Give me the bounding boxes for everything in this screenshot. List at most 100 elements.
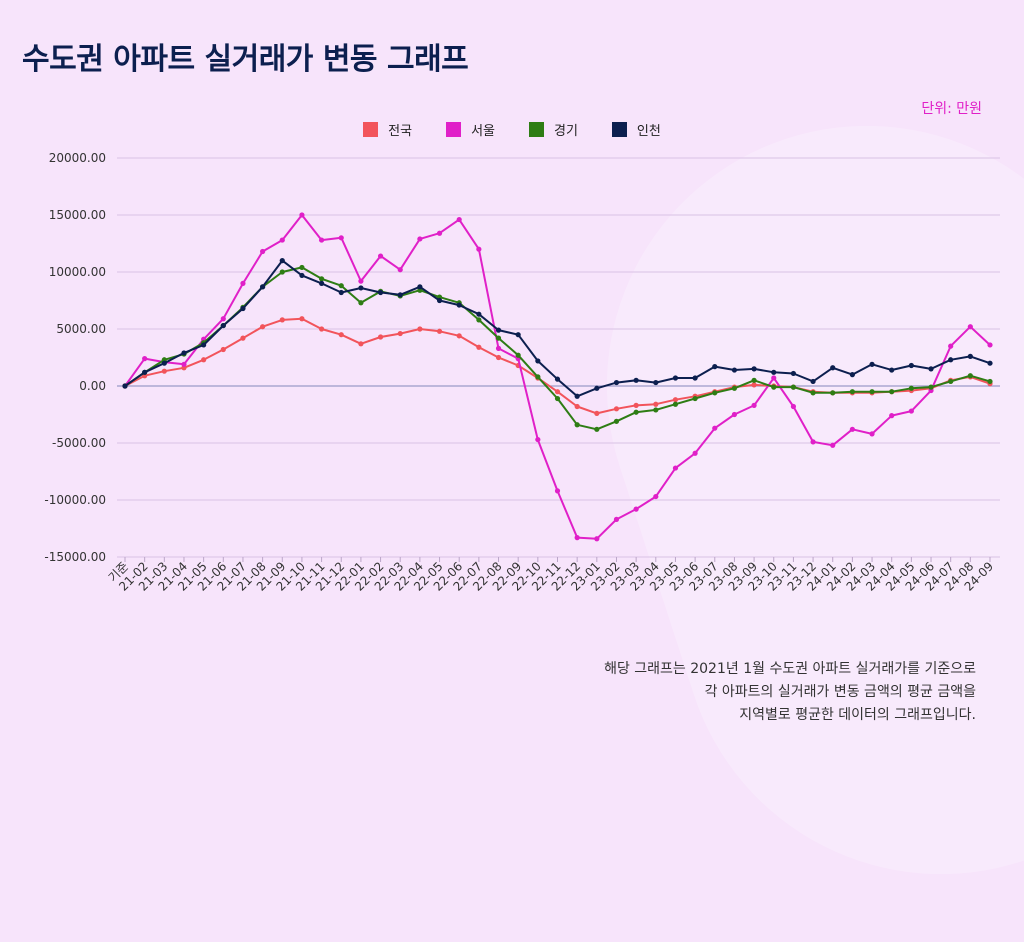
data-point[interactable] — [397, 292, 403, 298]
data-point[interactable] — [613, 516, 620, 522]
data-point[interactable] — [377, 289, 384, 296]
data-point[interactable] — [220, 346, 226, 353]
data-point[interactable] — [122, 383, 128, 389]
legend-item-national[interactable]: 전국 — [363, 120, 412, 139]
data-point[interactable] — [987, 360, 993, 366]
data-point[interactable] — [987, 342, 993, 348]
data-point[interactable] — [672, 401, 679, 407]
data-point[interactable] — [948, 357, 954, 363]
data-point[interactable] — [672, 375, 679, 381]
data-point[interactable] — [613, 418, 620, 424]
data-point[interactable] — [260, 324, 266, 330]
data-point[interactable] — [181, 361, 187, 367]
data-point[interactable] — [594, 426, 600, 432]
data-point[interactable] — [633, 377, 639, 383]
data-point[interactable] — [515, 332, 521, 338]
data-point[interactable] — [495, 327, 502, 333]
data-point[interactable] — [613, 379, 620, 386]
data-point[interactable] — [810, 439, 816, 445]
data-point[interactable] — [161, 368, 167, 374]
data-point[interactable] — [495, 354, 502, 361]
data-point[interactable] — [279, 237, 285, 243]
data-point[interactable] — [830, 442, 836, 448]
legend-item-incheon[interactable]: 인천 — [611, 120, 661, 139]
data-point[interactable] — [358, 341, 364, 347]
data-point[interactable] — [712, 364, 718, 370]
data-point[interactable] — [633, 402, 639, 408]
data-point[interactable] — [554, 376, 561, 382]
data-point[interactable] — [790, 370, 797, 377]
legend-item-seoul[interactable]: 서울 — [446, 120, 495, 139]
data-point[interactable] — [417, 284, 423, 290]
data-point[interactable] — [712, 425, 718, 431]
data-point[interactable] — [751, 366, 757, 372]
data-point[interactable] — [240, 335, 246, 341]
data-point[interactable] — [574, 403, 580, 410]
data-point[interactable] — [201, 357, 207, 363]
data-point[interactable] — [279, 317, 285, 323]
data-point[interactable] — [495, 345, 502, 351]
data-point[interactable] — [672, 465, 679, 471]
data-point[interactable] — [436, 230, 443, 236]
data-point[interactable] — [889, 367, 895, 373]
data-point[interactable] — [751, 402, 757, 408]
data-point[interactable] — [318, 280, 325, 286]
data-point[interactable] — [849, 372, 855, 378]
data-point[interactable] — [967, 353, 973, 359]
data-point[interactable] — [830, 365, 836, 371]
data-point[interactable] — [318, 326, 325, 332]
data-point[interactable] — [338, 235, 344, 241]
data-point[interactable] — [653, 493, 659, 500]
data-point[interactable] — [869, 431, 875, 437]
data-point[interactable] — [928, 384, 934, 390]
data-point[interactable] — [889, 413, 895, 419]
data-point[interactable] — [692, 450, 698, 456]
data-point[interactable] — [948, 378, 954, 385]
data-point[interactable] — [771, 369, 777, 375]
data-point[interactable] — [260, 284, 266, 290]
data-point[interactable] — [967, 373, 973, 379]
data-point[interactable] — [456, 216, 462, 223]
data-point[interactable] — [790, 384, 797, 390]
data-point[interactable] — [908, 385, 914, 391]
data-point[interactable] — [653, 379, 659, 386]
data-point[interactable] — [692, 375, 698, 381]
data-point[interactable] — [869, 361, 875, 367]
data-point[interactable] — [279, 269, 285, 275]
data-point[interactable] — [456, 302, 462, 308]
data-point[interactable] — [889, 389, 895, 395]
data-point[interactable] — [810, 390, 816, 396]
data-point[interactable] — [554, 488, 561, 494]
data-point[interactable] — [299, 212, 305, 218]
data-point[interactable] — [554, 389, 561, 395]
data-point[interactable] — [338, 289, 344, 296]
data-point[interactable] — [397, 267, 403, 273]
data-point[interactable] — [928, 366, 934, 372]
data-point[interactable] — [771, 375, 777, 381]
data-point[interactable] — [613, 406, 620, 412]
data-point[interactable] — [240, 280, 246, 286]
data-point[interactable] — [161, 360, 167, 366]
data-point[interactable] — [692, 395, 698, 402]
data-point[interactable] — [338, 332, 344, 338]
data-point[interactable] — [731, 411, 738, 418]
data-point[interactable] — [731, 385, 738, 391]
data-point[interactable] — [318, 276, 325, 282]
data-point[interactable] — [594, 385, 600, 391]
data-point[interactable] — [377, 334, 384, 340]
data-point[interactable] — [535, 436, 541, 443]
data-point[interactable] — [476, 344, 482, 350]
data-point[interactable] — [495, 335, 502, 341]
data-point[interactable] — [830, 390, 836, 396]
data-point[interactable] — [849, 426, 855, 432]
data-point[interactable] — [299, 272, 305, 279]
data-point[interactable] — [436, 328, 443, 334]
data-point[interactable] — [948, 343, 954, 349]
data-point[interactable] — [476, 246, 482, 252]
data-point[interactable] — [201, 342, 207, 348]
data-point[interactable] — [633, 409, 639, 415]
data-point[interactable] — [653, 401, 659, 407]
data-point[interactable] — [318, 237, 325, 243]
data-point[interactable] — [594, 536, 600, 542]
data-point[interactable] — [358, 278, 364, 284]
